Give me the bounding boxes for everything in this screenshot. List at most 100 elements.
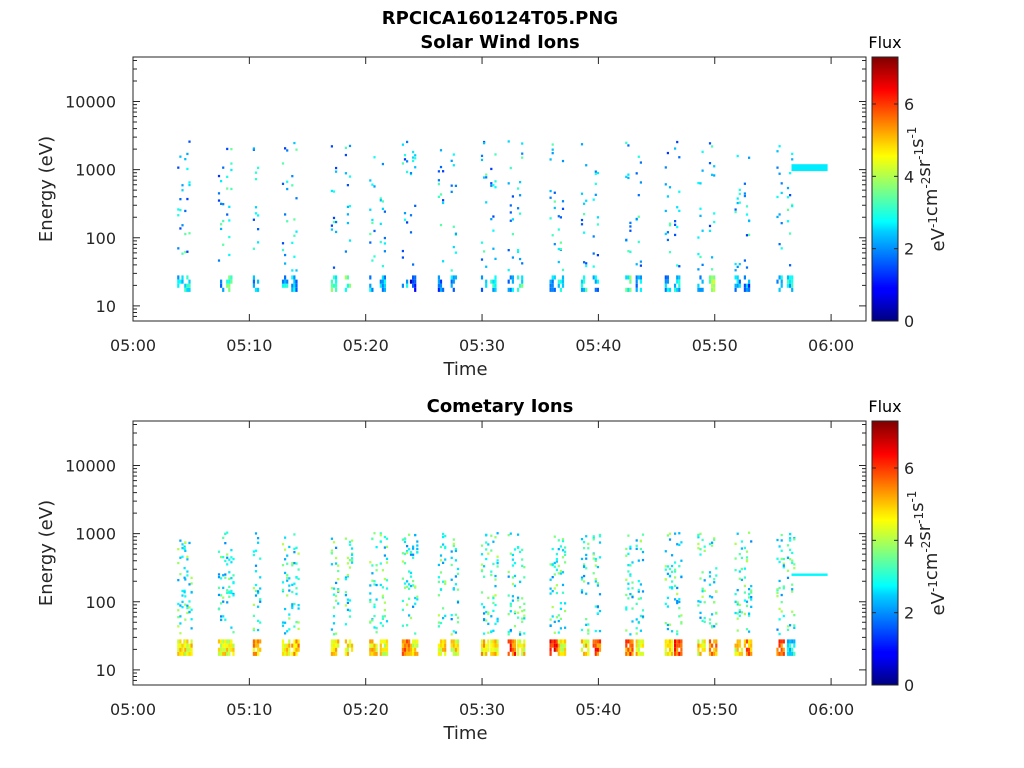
spectrogram-cell	[454, 184, 457, 187]
spectrogram-cell	[708, 575, 712, 578]
spectrogram-cell	[641, 590, 645, 593]
spectrogram-cell	[745, 647, 749, 652]
spectrogram-cell	[452, 544, 455, 548]
colorbar-units-label: eV-1cm-2sr-1s-1	[905, 491, 949, 616]
spectrogram-cell	[383, 546, 386, 549]
spectrogram-cell	[186, 197, 189, 201]
spectrogram-cell	[664, 283, 667, 288]
spectrogram-cell	[439, 651, 443, 656]
spectrogram-cell	[635, 639, 638, 644]
spectrogram-cell	[450, 643, 453, 648]
spectrogram-cell	[697, 542, 700, 546]
spectrogram-cell	[184, 209, 187, 213]
spectrogram-cell	[330, 537, 333, 540]
spectrogram-cell	[559, 607, 562, 610]
spectrogram-cell	[507, 639, 510, 644]
spectrogram-cell	[791, 561, 794, 565]
spectrogram-cell	[439, 283, 443, 288]
spectrogram-cell	[409, 616, 413, 620]
spectrogram-cell	[181, 589, 184, 593]
spectrogram-cell	[676, 287, 679, 292]
spectrogram-cell	[408, 639, 411, 644]
spectrogram-cell	[592, 252, 595, 255]
spectrogram-cell	[627, 647, 630, 652]
spectrogram-cell	[383, 210, 386, 213]
spectrogram-cell	[177, 275, 180, 280]
spectrogram-cell	[284, 647, 287, 652]
spectrogram-cell	[557, 215, 560, 218]
spectrogram-cell	[485, 283, 488, 288]
spectrogram-cell	[664, 568, 667, 571]
spectrogram-cell	[555, 560, 558, 563]
spectrogram-cell	[509, 166, 512, 170]
spectrogram-cell	[666, 605, 669, 608]
spectrogram-cell	[454, 251, 457, 254]
spectrogram-cell	[786, 647, 790, 652]
spectrogram-cell	[232, 631, 235, 634]
spectrogram-cell	[666, 238, 669, 242]
spectrogram-cell	[494, 279, 497, 284]
spectrogram-cell	[778, 607, 781, 610]
spectrogram-cell	[780, 533, 783, 537]
spectrogram-cell	[335, 230, 338, 234]
spectrogram-cell	[332, 633, 336, 636]
spectrogram-cell	[523, 576, 526, 579]
spectrogram-cell	[344, 153, 347, 157]
spectrogram-cell	[190, 618, 193, 621]
spectrogram-cell	[701, 150, 704, 153]
spectrogram-cell	[580, 538, 584, 541]
spectrogram-cell	[587, 643, 590, 648]
spectrogram-cell	[637, 639, 640, 644]
spectrogram-cell	[519, 633, 522, 636]
spectrogram-cell	[490, 182, 493, 185]
spectrogram-cell	[222, 536, 225, 539]
spectrogram-cell	[507, 594, 510, 597]
spectrogram-cell	[330, 639, 333, 644]
spectrogram-cell	[373, 156, 376, 159]
spectrogram-cell	[523, 566, 526, 569]
spectrogram-cell	[335, 594, 338, 598]
spectrogram-cell	[335, 562, 338, 565]
spectrogram-cell	[557, 283, 560, 288]
spectrogram-cell	[697, 253, 700, 256]
spectrogram-cell	[551, 547, 554, 551]
spectrogram-cell	[416, 643, 419, 648]
spectrogram-cell	[780, 539, 783, 542]
spectrogram-cell	[519, 283, 522, 288]
spectrogram-cell	[551, 234, 554, 237]
spectrogram-cell	[668, 287, 672, 292]
spectrogram-cell	[594, 193, 597, 196]
spectrogram-cell	[259, 600, 262, 603]
spectrogram-cell	[371, 183, 374, 186]
spectrogram-cell	[348, 283, 352, 288]
spectrogram-cell	[492, 540, 495, 543]
panel-title: Cometary Ions	[427, 396, 574, 417]
spectrogram-cell	[252, 651, 255, 656]
spectrogram-cell	[297, 552, 300, 555]
spectrogram-cell	[699, 600, 702, 603]
spectrogram-cell	[381, 617, 384, 620]
spectrogram-cell	[403, 540, 407, 543]
spectrogram-cell	[678, 639, 681, 644]
spectrogram-cell	[782, 564, 785, 567]
spectrogram-cell	[635, 618, 638, 621]
spectrogram-cell	[748, 531, 751, 534]
spectrogram-cell	[680, 643, 683, 648]
spectrogram-cell	[284, 262, 287, 265]
spectrogram-cell	[666, 279, 669, 284]
spectrogram-cell	[346, 184, 349, 187]
spectrogram-cell	[583, 574, 586, 578]
spectrogram-cell	[743, 612, 746, 616]
spectrogram-cell	[288, 545, 291, 549]
spectrogram-cell	[519, 550, 522, 554]
spectrogram-cell	[408, 570, 411, 573]
spectrogram-cell	[452, 225, 455, 228]
spectrogram-cell	[596, 216, 599, 219]
spectrogram-cell	[627, 552, 630, 555]
spectrogram-cell	[437, 283, 440, 288]
spectrogram-cell	[557, 647, 560, 652]
colorbar-title: Flux	[868, 33, 901, 52]
spectrogram-cell	[381, 279, 384, 284]
spectrogram-cell	[291, 184, 294, 187]
spectrogram-cell	[551, 279, 554, 284]
